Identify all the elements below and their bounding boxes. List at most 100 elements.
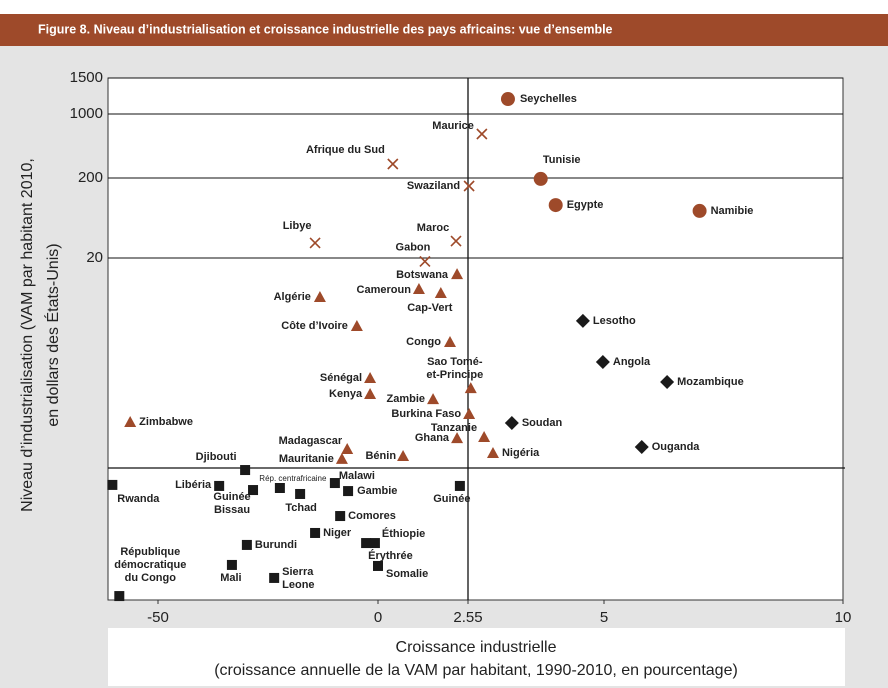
- point: [595, 354, 610, 369]
- point: [387, 158, 399, 170]
- point-label: Malawi: [339, 470, 375, 482]
- point: [486, 446, 499, 458]
- x-tick-label: 2.55: [453, 609, 482, 626]
- point-label: Comores: [348, 510, 396, 522]
- point-label: Cameroun: [357, 284, 412, 296]
- point-label: Seychelles: [520, 93, 577, 105]
- point-label: Sao Tomé-et-Principe: [426, 356, 483, 381]
- point: [412, 282, 425, 294]
- point-label: Djibouti: [196, 451, 237, 463]
- point: [295, 488, 306, 499]
- point-label: Libye: [283, 220, 312, 232]
- point: [454, 480, 465, 491]
- point: [364, 372, 377, 384]
- x-tick-label: 10: [835, 609, 852, 626]
- point: [341, 443, 354, 455]
- y-tick-label: 1000: [70, 105, 103, 122]
- point: [364, 387, 377, 399]
- chart-title: Figure 8. Niveau d’industrialisation et …: [38, 22, 613, 36]
- point-label: Côte d’Ivoire: [281, 320, 348, 332]
- point-label: Angola: [613, 356, 651, 368]
- point: [373, 560, 383, 571]
- y-tick-label: 1500: [70, 69, 103, 86]
- point: [660, 374, 675, 389]
- x-tick-label: -50: [147, 609, 169, 626]
- point: [343, 486, 354, 497]
- header: [0, 14, 888, 46]
- point-label: Tanzanie: [431, 422, 477, 434]
- point: [114, 591, 125, 602]
- point: [329, 478, 340, 489]
- point-label: Érythrée: [368, 549, 413, 562]
- point-label: Mali: [220, 572, 241, 584]
- x-tick-label: 5: [600, 609, 608, 626]
- point-label: Mozambique: [677, 376, 744, 388]
- point: [335, 452, 348, 464]
- point-label: Gambie: [357, 485, 397, 497]
- point-label: Tunisie: [543, 154, 581, 166]
- point: [369, 538, 380, 549]
- point-label: Ouganda: [652, 441, 701, 453]
- point: [463, 180, 475, 192]
- point: [476, 128, 488, 140]
- point: [504, 416, 519, 431]
- point: [450, 235, 462, 247]
- point: [444, 335, 456, 347]
- point-label: République démocratique du Congo: [114, 546, 186, 584]
- point: [226, 559, 237, 570]
- point: [575, 313, 590, 328]
- point-label: Niger: [323, 527, 352, 539]
- point-label: Lesotho: [593, 315, 636, 327]
- point: [124, 415, 137, 427]
- x-label-box: [108, 628, 845, 686]
- point: [464, 382, 477, 394]
- y-tick-label: 200: [78, 169, 103, 186]
- point: [248, 485, 259, 496]
- point-label: Zambie: [387, 393, 426, 405]
- point: [434, 287, 447, 299]
- point: [274, 482, 285, 493]
- point: [692, 203, 707, 218]
- point-label: Maroc: [417, 222, 449, 234]
- point: [478, 431, 491, 443]
- point-label: Tchad: [285, 502, 317, 514]
- point: [107, 479, 118, 490]
- point: [500, 92, 515, 107]
- point-label: Burundi: [255, 539, 297, 551]
- point-label: Rép. centrafricaine: [259, 474, 327, 483]
- point-label: Afrique du Sud: [306, 144, 385, 156]
- point: [313, 290, 326, 302]
- plot-area: [107, 77, 844, 601]
- point: [451, 432, 464, 444]
- point: [548, 198, 563, 213]
- point: [419, 255, 431, 267]
- point-label: Nigéria: [502, 447, 540, 459]
- point: [427, 393, 440, 405]
- x-axis-label: Croissance industrielle (croissance annue…: [214, 639, 738, 679]
- point-label: Zimbabwe: [139, 416, 193, 428]
- point-label: Swaziland: [407, 180, 460, 192]
- point-label: Éthiopie: [382, 527, 425, 540]
- point: [335, 511, 346, 522]
- x-tick-label: 0: [374, 609, 382, 626]
- point-label: Botswana: [396, 269, 449, 281]
- point-label: Guinée: [433, 493, 470, 505]
- point-label: Ghana: [415, 432, 450, 444]
- point-label: Madagascar: [279, 435, 343, 447]
- point-label: Burkina Faso: [391, 408, 461, 420]
- point: [240, 465, 251, 476]
- point: [361, 538, 372, 549]
- point-label: Somalie: [386, 568, 428, 580]
- point-label: Bénin: [365, 450, 396, 462]
- point: [241, 539, 252, 550]
- point-label: Cap-Vert: [407, 302, 453, 314]
- point: [309, 237, 321, 249]
- point-label: Soudan: [522, 417, 563, 429]
- y-tick-label: 20: [86, 249, 103, 266]
- point: [269, 572, 280, 583]
- point: [463, 407, 476, 419]
- point-label: Sierra Leone: [282, 566, 314, 591]
- point-label: Gabon: [396, 241, 431, 253]
